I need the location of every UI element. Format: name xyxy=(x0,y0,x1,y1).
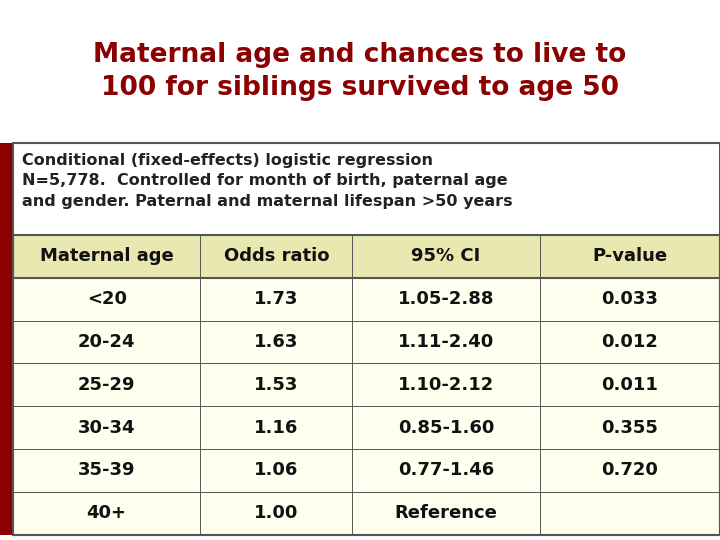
Text: <20: <20 xyxy=(86,290,127,308)
Text: 25-29: 25-29 xyxy=(78,376,135,394)
Bar xyxy=(13,143,720,235)
Text: Reference: Reference xyxy=(395,504,498,522)
Text: 0.355: 0.355 xyxy=(601,418,658,436)
Text: 0.720: 0.720 xyxy=(601,461,658,480)
Text: 30-34: 30-34 xyxy=(78,418,135,436)
Text: Conditional (fixed-effects) logistic regression
N=5,778.  Controlled for month o: Conditional (fixed-effects) logistic reg… xyxy=(22,153,512,208)
Text: 1.05-2.88: 1.05-2.88 xyxy=(397,290,494,308)
Bar xyxy=(13,406,720,449)
Bar xyxy=(13,278,720,321)
Text: Maternal age and chances to live to
100 for siblings survived to age 50: Maternal age and chances to live to 100 … xyxy=(94,42,626,101)
Text: 20-24: 20-24 xyxy=(78,333,135,351)
Bar xyxy=(0,143,13,535)
Text: 1.11-2.40: 1.11-2.40 xyxy=(398,333,494,351)
Text: 0.77-1.46: 0.77-1.46 xyxy=(398,461,494,480)
Text: 1.10-2.12: 1.10-2.12 xyxy=(398,376,494,394)
Text: 40+: 40+ xyxy=(86,504,127,522)
Text: 35-39: 35-39 xyxy=(78,461,135,480)
Bar xyxy=(13,449,720,492)
Text: 1.06: 1.06 xyxy=(254,461,299,480)
Text: 0.012: 0.012 xyxy=(601,333,658,351)
Text: Maternal age: Maternal age xyxy=(40,247,174,265)
Bar xyxy=(13,363,720,406)
Bar xyxy=(13,235,720,278)
Text: 0.011: 0.011 xyxy=(601,376,658,394)
Text: 1.16: 1.16 xyxy=(254,418,299,436)
Text: 1.63: 1.63 xyxy=(254,333,299,351)
Text: 1.00: 1.00 xyxy=(254,504,299,522)
Text: 1.73: 1.73 xyxy=(254,290,299,308)
Text: Odds ratio: Odds ratio xyxy=(224,247,329,265)
Text: 0.85-1.60: 0.85-1.60 xyxy=(398,418,494,436)
Bar xyxy=(13,492,720,535)
Text: P-value: P-value xyxy=(593,247,667,265)
Bar xyxy=(13,321,720,363)
Text: 0.033: 0.033 xyxy=(601,290,658,308)
Text: 95% CI: 95% CI xyxy=(411,247,481,265)
Bar xyxy=(13,143,720,535)
Text: 1.53: 1.53 xyxy=(254,376,299,394)
